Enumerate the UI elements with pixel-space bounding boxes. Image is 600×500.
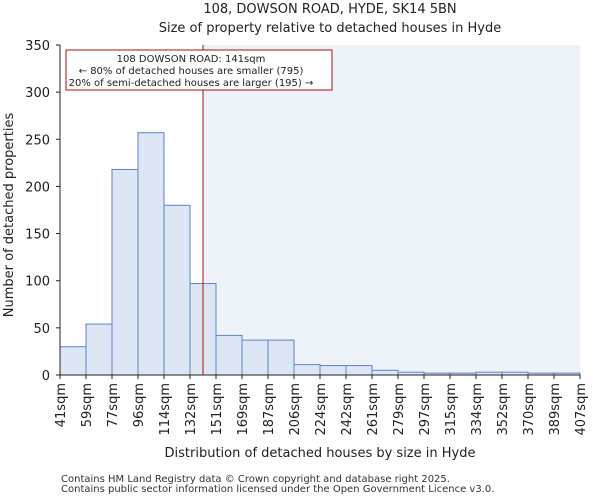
x-tick-label: 297sqm: [418, 383, 433, 436]
bar-41sqm: [59, 346, 87, 376]
x-tick-label: 279sqm: [392, 383, 407, 436]
x-tick-label: 334sqm: [470, 383, 485, 436]
chart-subtitle: Size of property relative to detached ho…: [159, 21, 502, 36]
x-tick-label: 261sqm: [366, 383, 381, 436]
x-tick-label: 389sqm: [548, 383, 563, 436]
y-tick-label: 50: [33, 322, 50, 337]
x-tick-label: 407sqm: [574, 383, 589, 436]
y-axis: 0 50 100 150 200 250 300 350: [25, 39, 60, 384]
y-tick-label: 200: [25, 180, 50, 195]
x-tick-label: 114sqm: [158, 383, 173, 436]
x-tick-label: 151sqm: [210, 383, 225, 436]
footer-line-2: Contains public sector information licen…: [61, 484, 495, 495]
x-tick-label: 315sqm: [444, 383, 459, 436]
bar-96sqm: [137, 132, 165, 376]
bar-169sqm: [241, 339, 269, 376]
bar-261sqm: [371, 369, 399, 376]
y-tick-label: 350: [25, 39, 50, 54]
y-tick-label: 100: [25, 275, 50, 290]
bars-group: [59, 132, 581, 376]
x-tick-label: 206sqm: [288, 383, 303, 436]
y-tick-label: 300: [25, 86, 50, 101]
highlight-region: [203, 45, 580, 375]
annotation-line-1: 108 DOWSON ROAD: 141sqm: [117, 54, 266, 65]
x-tick-label: 132sqm: [184, 383, 199, 436]
y-tick-label: 250: [25, 133, 50, 148]
x-tick-label: 41sqm: [54, 383, 69, 427]
bar-77sqm: [111, 168, 139, 376]
bar-242sqm: [345, 365, 373, 376]
bar-206sqm: [293, 364, 321, 376]
bar-114sqm: [163, 204, 191, 376]
x-tick-label: 224sqm: [314, 383, 329, 436]
x-tick-label: 96sqm: [132, 383, 147, 427]
y-axis-label: Number of detached properties: [2, 113, 17, 318]
x-tick-label: 59sqm: [80, 383, 95, 427]
y-tick-label: 0: [42, 369, 50, 384]
annotation-line-2: ← 80% of detached houses are smaller (79…: [79, 66, 304, 77]
x-tick-label: 77sqm: [106, 383, 121, 427]
x-axis-label: Distribution of detached houses by size …: [165, 446, 476, 461]
bar-187sqm: [267, 339, 295, 376]
x-tick-label: 370sqm: [522, 383, 537, 436]
x-tick-label: 169sqm: [236, 383, 251, 436]
annotation-box: 108 DOWSON ROAD: 141sqm ← 80% of detache…: [65, 49, 333, 91]
chart-title: 108, DOWSON ROAD, HYDE, SK14 5BN: [203, 2, 456, 17]
bar-151sqm: [215, 334, 243, 376]
bar-59sqm: [85, 323, 113, 376]
annotation-line-3: 20% of semi-detached houses are larger (…: [69, 78, 314, 89]
x-tick-label: 352sqm: [496, 383, 511, 436]
bar-224sqm: [319, 365, 347, 376]
x-tick-label: 187sqm: [262, 383, 277, 436]
y-tick-label: 150: [25, 228, 50, 243]
footer-line-1: Contains HM Land Registry data © Crown c…: [61, 474, 450, 485]
x-tick-label: 242sqm: [340, 383, 355, 436]
x-axis: 41sqm 59sqm 77sqm 96sqm 114sqm 132sqm 151sqm 16…: [54, 375, 589, 436]
